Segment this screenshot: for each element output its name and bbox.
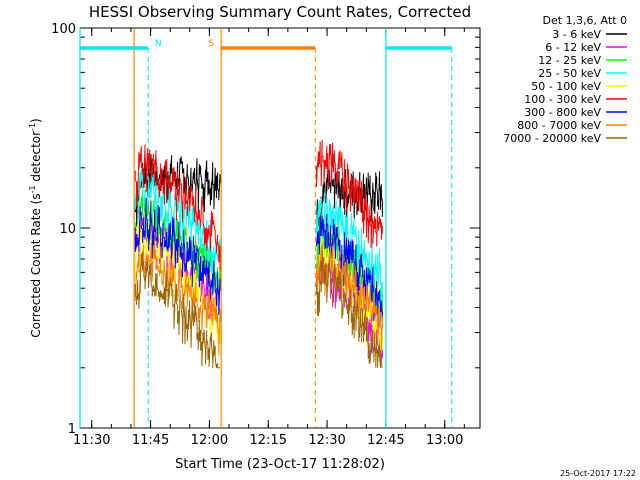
legend-entry-label: 800 - 7000 keV	[517, 119, 601, 132]
y-tick-label: 100	[51, 22, 76, 37]
legend-entry-label: 100 - 300 keV	[524, 93, 601, 106]
y-axis-label-main: Corrected Count Rate (s	[29, 193, 43, 337]
x-tick-label: 12:00	[191, 433, 228, 448]
series-line	[134, 250, 383, 369]
y-axis-label: Corrected Count Rate (s-1 detector-1)	[28, 118, 43, 337]
footer-date: 25-Oct-2017 17:22	[560, 469, 636, 478]
x-tick-label: 11:30	[73, 433, 110, 448]
legend-entry-label: 6 - 12 keV	[545, 41, 601, 54]
x-tick-labels: 11:30 11:45 12:00 12:15 12:30 12:45 13:00	[73, 433, 463, 448]
x-tick-label: 11:45	[132, 433, 169, 448]
y-axis-label-end: )	[29, 118, 43, 123]
y-axis-label-sup2: -1	[28, 123, 37, 131]
series-lines	[134, 139, 383, 369]
x-tick-label: 13:00	[426, 433, 463, 448]
x-axis-label: Start Time (23-Oct-17 11:28:02)	[175, 457, 385, 472]
marker-label: S	[208, 39, 214, 49]
y-axis-label-sup1: -1	[28, 185, 37, 193]
y-tick-label: 10	[59, 222, 76, 237]
chart-title: HESSI Observing Summary Count Rates, Cor…	[89, 3, 471, 21]
legend-entry-label: 12 - 25 keV	[538, 54, 601, 67]
legend-entry-label: 7000 - 20000 keV	[503, 132, 601, 145]
y-axis-label-mid: detector	[29, 131, 43, 186]
x-tick-label: 12:30	[308, 433, 345, 448]
series-line	[134, 243, 383, 357]
x-tick-label: 12:15	[250, 433, 287, 448]
legend-entry-label: 50 - 100 keV	[531, 80, 601, 93]
legend-entry-label: 300 - 800 keV	[524, 106, 601, 119]
y-tick-label: 1	[68, 422, 76, 437]
series-line	[134, 139, 383, 270]
y-tick-labels: 1 10 100	[51, 22, 76, 437]
legend-entry-label: 25 - 50 keV	[538, 67, 601, 80]
series-line	[134, 197, 383, 328]
x-tick-label: 12:45	[367, 433, 404, 448]
legend-title: Det 1,3,6, Att 0	[543, 14, 627, 27]
legend-entry-label: 3 - 6 keV	[552, 28, 601, 41]
marker-label: N	[155, 39, 162, 49]
